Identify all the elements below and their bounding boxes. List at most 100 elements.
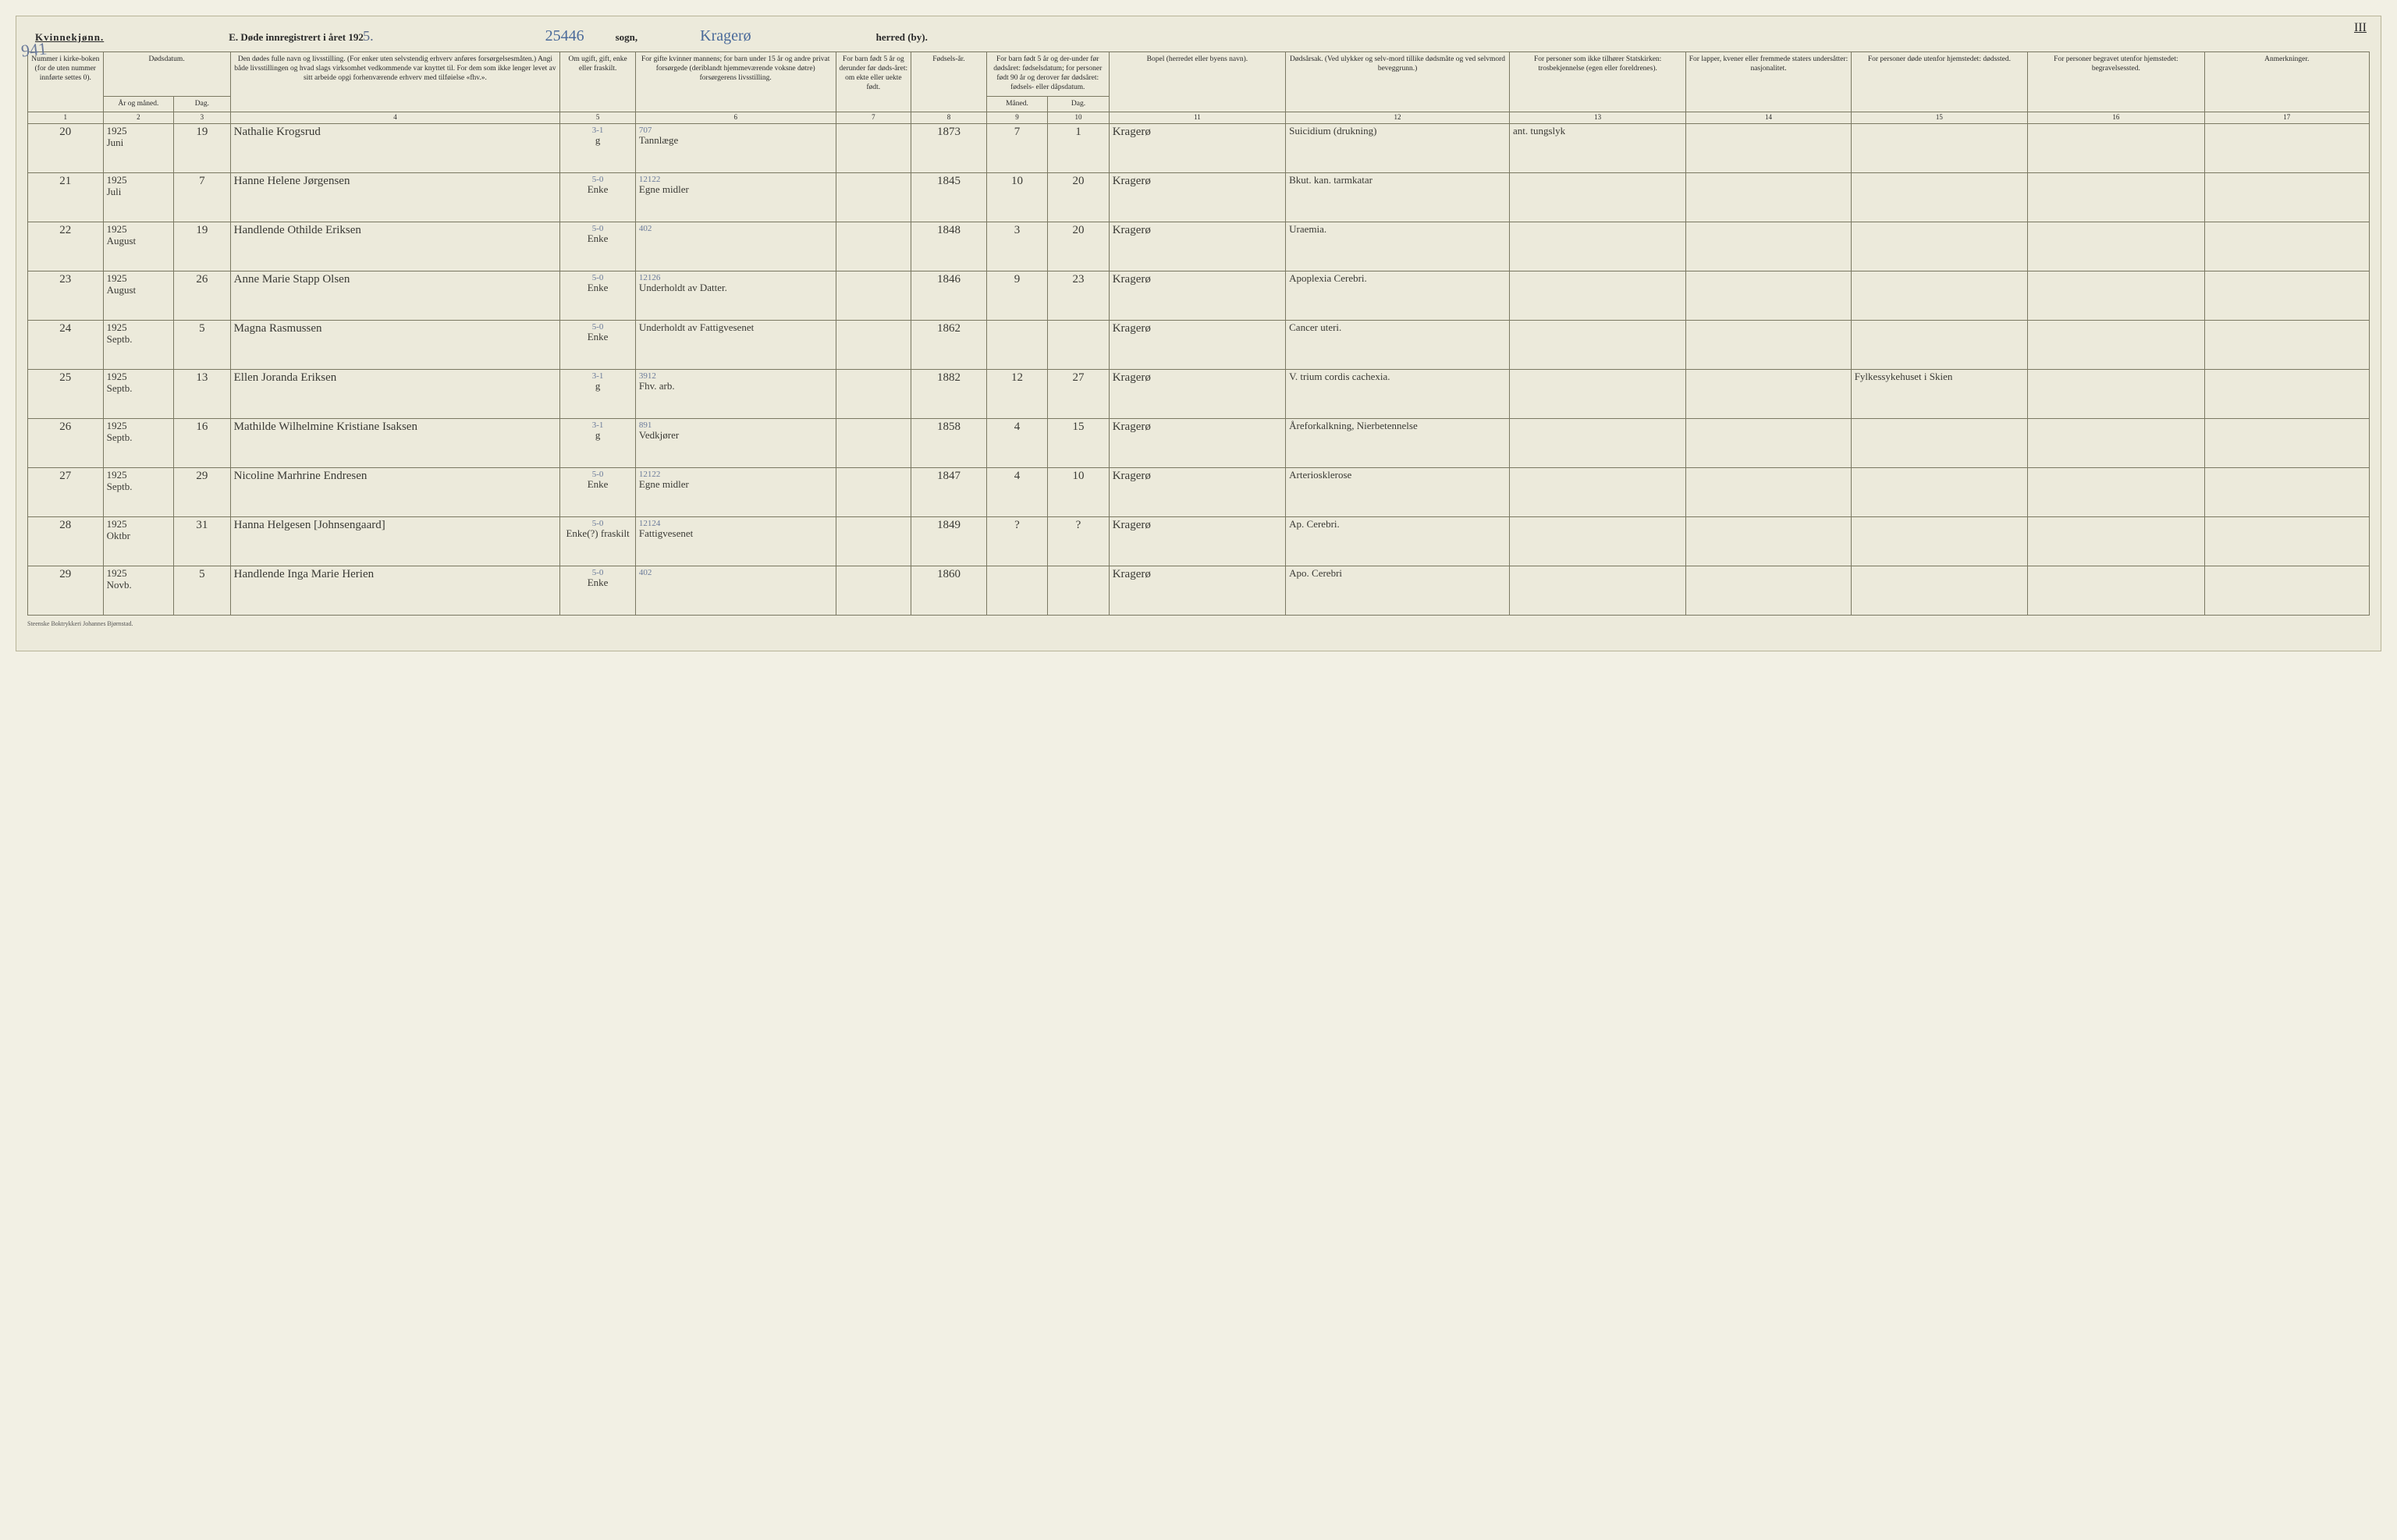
cell-bopel: Kragerø xyxy=(1109,123,1285,172)
cell-spouse: 12122Egne midler xyxy=(635,467,836,516)
cell-number: 29 xyxy=(28,566,104,615)
table-row: 281925Oktbr31Hanna Helgesen [Johnsengaar… xyxy=(28,516,2370,566)
col-header-nationality: For lapper, kvener eller fremmede stater… xyxy=(1686,52,1851,112)
cell-faith: ant. tungslyk xyxy=(1509,123,1685,172)
cell-day: 5 xyxy=(174,320,230,369)
cell-day: 31 xyxy=(174,516,230,566)
cell-yearmonth: 1925Novb. xyxy=(103,566,174,615)
cell-day: 16 xyxy=(174,418,230,467)
cell-day: 19 xyxy=(174,222,230,271)
cell-nationality xyxy=(1686,418,1851,467)
cell-birthmonth: 10 xyxy=(986,172,1047,222)
cell-birthmonth: 12 xyxy=(986,369,1047,418)
cell-faith xyxy=(1509,418,1685,467)
cell-day: 26 xyxy=(174,271,230,320)
cell-burialplace xyxy=(2028,271,2204,320)
form-title: E. Døde innregistrert i året 192 xyxy=(229,31,364,43)
sogn-name: Kragerø xyxy=(700,27,751,45)
cell-birthmonth: 4 xyxy=(986,418,1047,467)
herred-label: herred (by). xyxy=(876,31,928,44)
cell-nationality xyxy=(1686,320,1851,369)
cell-birthday: 20 xyxy=(1048,222,1109,271)
cell-nationality xyxy=(1686,467,1851,516)
cell-legit xyxy=(836,271,911,320)
cell-remarks xyxy=(2204,369,2369,418)
cell-faith xyxy=(1509,566,1685,615)
cell-burialplace xyxy=(2028,369,2204,418)
cell-nationality xyxy=(1686,222,1851,271)
col-num-16: 16 xyxy=(2028,112,2204,123)
cell-name: Mathilde Wilhelmine Kristiane Isaksen xyxy=(230,418,560,467)
cell-day: 19 xyxy=(174,123,230,172)
cell-birthmonth: 9 xyxy=(986,271,1047,320)
cell-deathplace xyxy=(1851,172,2027,222)
cell-deathplace xyxy=(1851,271,2027,320)
cell-birthyear: 1845 xyxy=(911,172,987,222)
cell-number: 25 xyxy=(28,369,104,418)
cell-bopel: Kragerø xyxy=(1109,516,1285,566)
col-header-status: Om ugift, gift, enke eller fraskilt. xyxy=(560,52,636,112)
cell-birthyear: 1848 xyxy=(911,222,987,271)
col-header-burialplace: For personer begravet utenfor hjemstedet… xyxy=(2028,52,2204,112)
cell-deathplace xyxy=(1851,222,2027,271)
col-header-day: Dag. xyxy=(174,96,230,112)
col-num-17: 17 xyxy=(2204,112,2369,123)
cell-nationality xyxy=(1686,172,1851,222)
sogn-number: 25446 xyxy=(545,27,584,45)
col-header-remarks: Anmerkninger. xyxy=(2204,52,2369,112)
cell-day: 13 xyxy=(174,369,230,418)
cell-cause: Apo. Cerebri xyxy=(1286,566,1510,615)
cell-number: 22 xyxy=(28,222,104,271)
cell-legit xyxy=(836,320,911,369)
cell-bopel: Kragerø xyxy=(1109,222,1285,271)
cell-deathplace xyxy=(1851,566,2027,615)
year-handwritten: 5. xyxy=(363,28,374,44)
cell-remarks xyxy=(2204,566,2369,615)
cell-birthmonth xyxy=(986,566,1047,615)
col-header-bopel: Bopel (herredet eller byens navn). xyxy=(1109,52,1285,112)
cell-deathplace xyxy=(1851,467,2027,516)
col-num-11: 11 xyxy=(1109,112,1285,123)
cell-name: Ellen Joranda Eriksen xyxy=(230,369,560,418)
cell-name: Hanna Helgesen [Johnsengaard] xyxy=(230,516,560,566)
col-header-birthdate-group: For barn født 5 år og der-under før døds… xyxy=(986,52,1109,97)
cell-nationality xyxy=(1686,566,1851,615)
cell-status: 3-1g xyxy=(560,123,636,172)
cell-cause: Arteriosklerose xyxy=(1286,467,1510,516)
cell-name: Handlende Inga Marie Herien xyxy=(230,566,560,615)
table-row: 221925August19Handlende Othilde Eriksen5… xyxy=(28,222,2370,271)
table-row: 231925August26Anne Marie Stapp Olsen5-0E… xyxy=(28,271,2370,320)
cell-yearmonth: 1925Septb. xyxy=(103,369,174,418)
sogn-label: sogn, xyxy=(616,31,638,44)
cell-day: 5 xyxy=(174,566,230,615)
cell-birthday: 23 xyxy=(1048,271,1109,320)
table-row: 201925Juni19Nathalie Krogsrud3-1g707Tann… xyxy=(28,123,2370,172)
cell-faith xyxy=(1509,172,1685,222)
cell-name: Magna Rasmussen xyxy=(230,320,560,369)
cell-remarks xyxy=(2204,418,2369,467)
table-row: 211925Juli7Hanne Helene Jørgensen5-0Enke… xyxy=(28,172,2370,222)
cell-yearmonth: 1925Septb. xyxy=(103,418,174,467)
col-num-2: 2 xyxy=(103,112,174,123)
cell-cause: Ap. Cerebri. xyxy=(1286,516,1510,566)
cell-number: 26 xyxy=(28,418,104,467)
cell-status: 5-0Enke xyxy=(560,320,636,369)
cell-birthday: 27 xyxy=(1048,369,1109,418)
cell-name: Nicoline Marhrine Endresen xyxy=(230,467,560,516)
cell-birthmonth xyxy=(986,320,1047,369)
cell-spouse: Underholdt av Fattigvesenet xyxy=(635,320,836,369)
cell-cause: Uraemia. xyxy=(1286,222,1510,271)
cell-burialplace xyxy=(2028,516,2204,566)
cell-bopel: Kragerø xyxy=(1109,271,1285,320)
table-row: 261925Septb.16Mathilde Wilhelmine Kristi… xyxy=(28,418,2370,467)
cell-yearmonth: 1925August xyxy=(103,222,174,271)
cell-number: 21 xyxy=(28,172,104,222)
cell-spouse: 12126Underholdt av Datter. xyxy=(635,271,836,320)
cell-yearmonth: 1925Oktbr xyxy=(103,516,174,566)
table-row: 291925Novb.5Handlende Inga Marie Herien5… xyxy=(28,566,2370,615)
cell-status: 3-1g xyxy=(560,418,636,467)
cell-bopel: Kragerø xyxy=(1109,467,1285,516)
register-page: III 941 Kvinnekjønn. E. Døde innregistre… xyxy=(16,16,2381,651)
cell-remarks xyxy=(2204,222,2369,271)
cell-spouse: 12122Egne midler xyxy=(635,172,836,222)
